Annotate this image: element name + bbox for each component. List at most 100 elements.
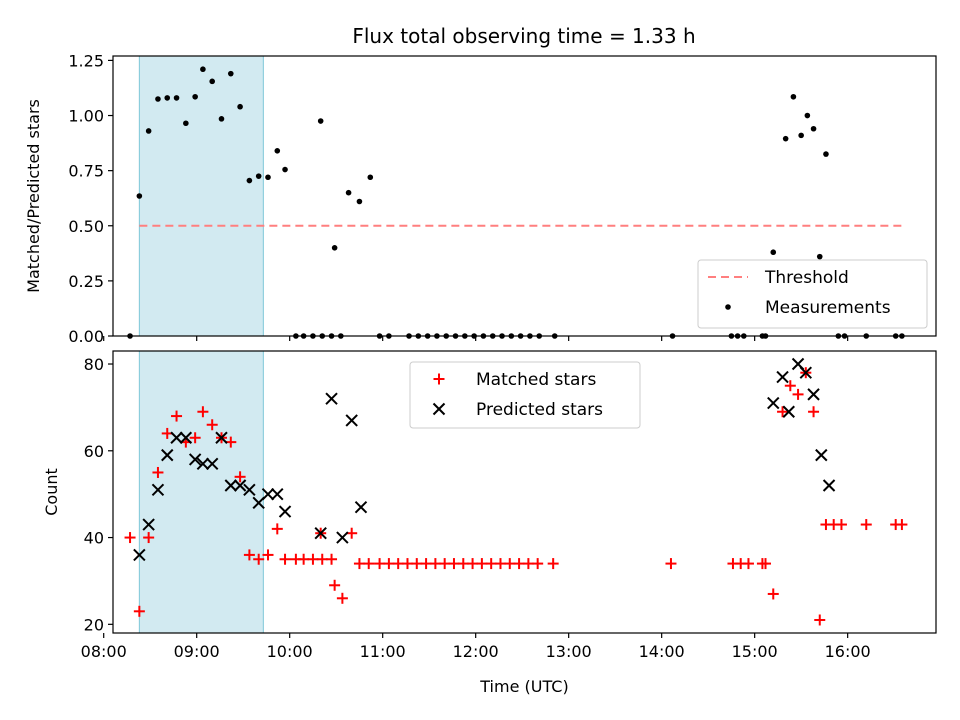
data-point [815, 448, 828, 462]
y-tick-label: 20 [84, 615, 104, 634]
legend-bottom: Matched stars Predicted stars [409, 361, 641, 429]
data-point [317, 118, 324, 124]
data-point [522, 558, 534, 570]
data-point [822, 479, 836, 492]
x-tick-label: 15:00 [732, 642, 778, 661]
data-point [860, 519, 872, 531]
data-point [255, 173, 262, 179]
data-point [494, 558, 506, 570]
x-b [188, 453, 202, 466]
x-b [815, 448, 828, 462]
data-point [392, 558, 404, 570]
x-b [205, 457, 219, 471]
data-point [792, 388, 804, 400]
data-point [767, 396, 780, 410]
data-point [171, 410, 183, 422]
data-point [271, 487, 284, 501]
x-b [243, 483, 256, 497]
data-point [742, 558, 754, 570]
data-point [325, 392, 338, 405]
x-b [776, 370, 789, 384]
legend-threshold-label: Threshold [764, 268, 849, 288]
legend-frame [697, 259, 928, 329]
data-point [143, 532, 155, 544]
data-point [760, 558, 772, 570]
data-point [215, 431, 228, 444]
data-point [151, 483, 165, 497]
data-point [401, 558, 413, 570]
data-point [363, 558, 375, 570]
x-b [354, 500, 368, 514]
x-b [314, 527, 327, 540]
data-point [810, 125, 817, 132]
y-tick-label: 1.25 [68, 51, 104, 70]
y-tick-label: 0.50 [68, 217, 104, 236]
y-tick-label: 1.00 [68, 107, 104, 126]
data-point [316, 553, 328, 565]
data-point [282, 166, 288, 173]
y-tick-label: 80 [84, 355, 104, 374]
x-tick-label: 08:00 [81, 642, 127, 661]
data-point [188, 453, 202, 466]
x-tick-label: 11:00 [360, 642, 406, 661]
data-point [192, 93, 198, 100]
data-point [307, 553, 319, 565]
x-b [782, 405, 795, 418]
data-point [356, 198, 363, 205]
data-point [485, 558, 497, 570]
data-point [476, 558, 488, 570]
data-point [383, 558, 395, 570]
data-point [777, 406, 789, 418]
data-point [336, 531, 349, 544]
data-point [782, 405, 795, 418]
data-point [209, 78, 215, 85]
legend-measurements-label: Measurements [765, 298, 891, 318]
data-point [439, 558, 451, 570]
top-panel: 0.00 0.25 0.50 0.75 1.00 1.25 Matched/Predicte… [24, 51, 937, 346]
data-point [429, 558, 441, 570]
plot-frame [112, 55, 937, 337]
x-tick-label: 09:00 [174, 642, 220, 661]
data-point [136, 193, 143, 199]
plot-frame [112, 350, 937, 634]
x-b [799, 366, 813, 379]
data-point [354, 500, 368, 514]
data-point [411, 558, 423, 570]
x-b [133, 548, 146, 562]
x-b [233, 479, 247, 492]
data-point [142, 518, 155, 531]
data-point [152, 466, 164, 478]
data-point [776, 370, 789, 384]
x-b [224, 479, 237, 492]
x-b [151, 483, 165, 497]
data-point [246, 177, 253, 184]
data-point [237, 103, 243, 110]
data-point [243, 549, 255, 561]
data-point [145, 128, 152, 134]
data-point [224, 479, 237, 492]
y-tick-label: 0.00 [68, 327, 104, 346]
data-point [336, 592, 348, 604]
data-point [804, 112, 811, 119]
data-point [161, 448, 174, 462]
data-point [189, 432, 201, 444]
data-point [420, 558, 432, 570]
chart-title: Flux total observing time = 1.33 h [352, 24, 695, 48]
data-point [227, 70, 234, 77]
series-matched-stars [124, 367, 908, 626]
data-point [233, 479, 247, 492]
data-point [196, 457, 210, 471]
data-point [835, 519, 847, 531]
x-b [791, 357, 805, 371]
legend-top: Threshold Measurements [697, 259, 928, 329]
x-b [325, 392, 338, 405]
y-axis-label: Count [42, 468, 61, 516]
data-point [133, 605, 145, 617]
data-point [808, 406, 820, 418]
data-point [457, 558, 469, 570]
data-point [896, 519, 908, 531]
data-point [133, 548, 146, 562]
data-point [513, 558, 525, 570]
x-tick-label: 13:00 [546, 642, 592, 661]
